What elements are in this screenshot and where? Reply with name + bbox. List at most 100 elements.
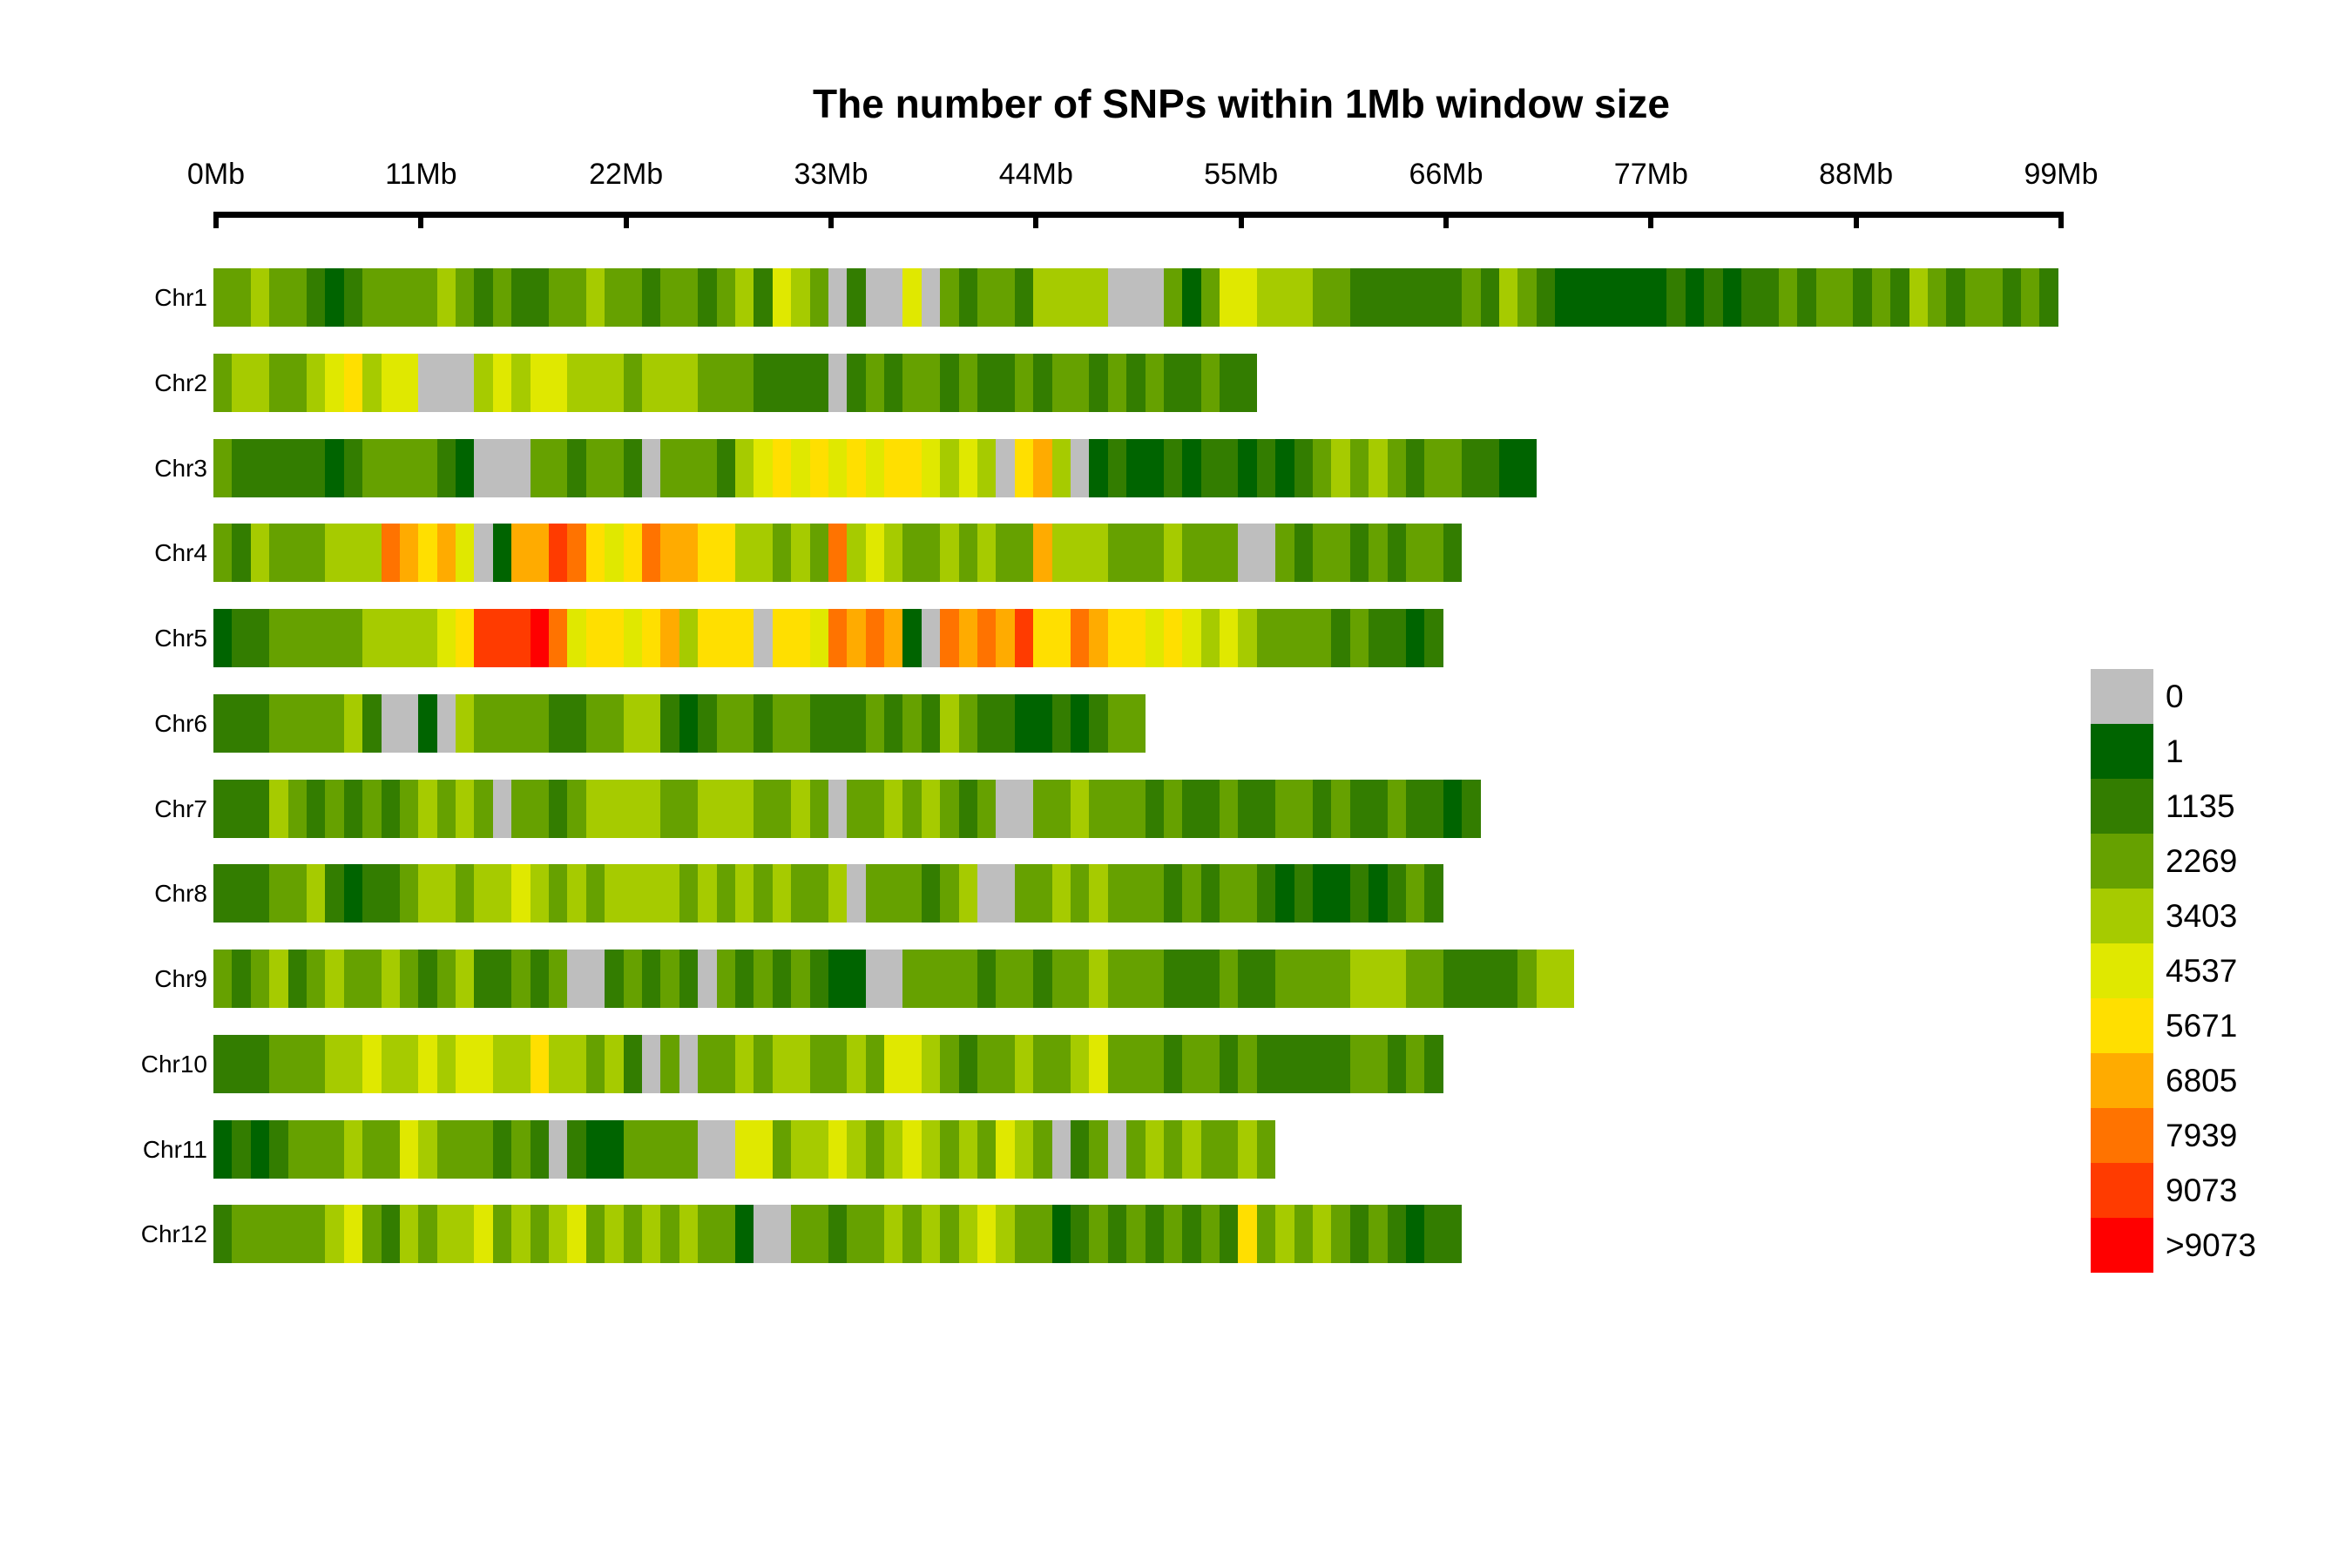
density-window (1220, 268, 1239, 327)
density-window (1107, 1034, 1127, 1093)
density-window (716, 950, 735, 1008)
density-window (232, 1205, 251, 1264)
density-window (585, 268, 605, 327)
density-window (1349, 524, 1369, 583)
density-window (921, 1119, 941, 1179)
legend-label: 1135 (2166, 787, 2235, 824)
density-window (1369, 268, 1388, 327)
density-window (1592, 268, 1612, 327)
density-window (418, 353, 437, 412)
density-window (456, 1034, 475, 1093)
density-window (250, 353, 270, 412)
density-window (1220, 609, 1239, 667)
density-window (436, 693, 456, 753)
density-window (1182, 950, 1201, 1008)
legend-swatch (2091, 724, 2153, 779)
density-window (474, 779, 493, 838)
axis-tick (1648, 212, 1654, 228)
density-window (1238, 1205, 1257, 1264)
density-window (772, 268, 792, 327)
density-window (1349, 779, 1369, 838)
density-window (623, 438, 642, 497)
density-window (996, 609, 1015, 667)
density-window (940, 779, 959, 838)
density-window (772, 779, 792, 838)
density-window (1014, 609, 1034, 667)
density-window (585, 438, 605, 497)
density-window (1424, 1034, 1443, 1093)
density-window (716, 268, 735, 327)
density-window (436, 864, 456, 923)
density-window (1145, 1119, 1164, 1179)
density-window (549, 268, 568, 327)
density-window (754, 268, 773, 327)
legend-label: 6805 (2166, 1062, 2238, 1098)
density-window (1070, 268, 1090, 327)
density-window (1406, 1034, 1425, 1093)
density-window (641, 779, 661, 838)
density-window (921, 524, 941, 583)
density-window (287, 950, 307, 1008)
density-window (1256, 609, 1276, 667)
legend-swatch (2091, 1163, 2153, 1218)
density-window (847, 950, 866, 1008)
density-window (641, 524, 661, 583)
density-window (1313, 268, 1332, 327)
density-window (1424, 1205, 1443, 1264)
density-window (549, 779, 568, 838)
density-window (343, 1119, 363, 1179)
axis-tick-label: 22Mb (589, 158, 664, 191)
density-window (232, 524, 251, 583)
density-window (865, 693, 885, 753)
density-window (716, 438, 735, 497)
density-window (828, 524, 848, 583)
density-window (585, 1119, 605, 1179)
density-window (698, 438, 717, 497)
density-window (679, 1205, 699, 1264)
density-window (1294, 1205, 1314, 1264)
density-window (381, 1034, 400, 1093)
axis-tick-label: 88Mb (1819, 158, 1894, 191)
density-window (809, 779, 828, 838)
density-window (1089, 693, 1108, 753)
density-window (1126, 864, 1146, 923)
density-window (902, 1034, 922, 1093)
density-window (605, 438, 624, 497)
density-window (1313, 1205, 1332, 1264)
density-window (1033, 693, 1052, 753)
density-window (1871, 268, 1891, 327)
density-window (921, 438, 941, 497)
density-window (530, 438, 550, 497)
density-window (679, 693, 699, 753)
density-window (1424, 609, 1443, 667)
density-window (1051, 864, 1071, 923)
density-window (958, 864, 978, 923)
density-window (362, 268, 382, 327)
density-window (381, 693, 400, 753)
density-window (1182, 779, 1201, 838)
density-window (884, 693, 903, 753)
density-window (1443, 1205, 1463, 1264)
density-window (1349, 950, 1369, 1008)
density-window (847, 268, 866, 327)
density-window (772, 950, 792, 1008)
density-window (1331, 268, 1350, 327)
legend-swatch (2091, 1218, 2153, 1273)
density-window (791, 524, 810, 583)
density-window (1443, 524, 1463, 583)
density-window (343, 524, 363, 583)
density-window (567, 268, 586, 327)
density-window (1349, 268, 1369, 327)
density-window (511, 950, 531, 1008)
density-window (492, 1119, 512, 1179)
density-window (213, 779, 233, 838)
density-window (809, 353, 828, 412)
chromosome-row-chr8: Chr8 (0, 864, 2352, 923)
density-window (474, 1034, 493, 1093)
density-window (958, 609, 978, 667)
density-window (772, 1119, 792, 1179)
density-window (958, 950, 978, 1008)
density-window (716, 693, 735, 753)
chromosome-label-chr11: Chr11 (142, 1135, 207, 1163)
